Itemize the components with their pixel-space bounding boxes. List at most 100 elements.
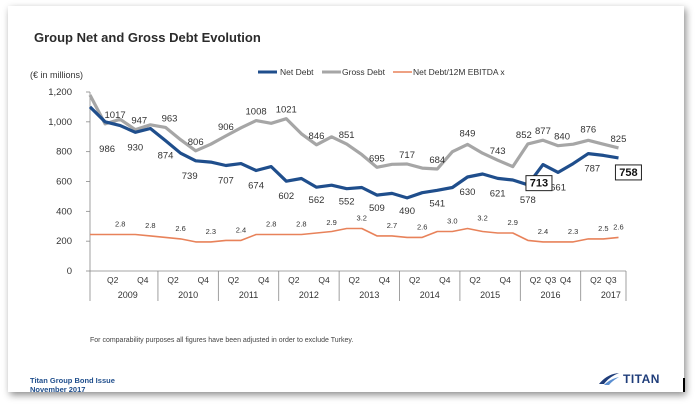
chart-data-labels: 986 947 963 806 906 1008 1021 846 851 695 717 684 84… bbox=[99, 105, 642, 236]
net-debt-data-label: 707 bbox=[218, 176, 234, 187]
ratio-data-label: 2.6 bbox=[613, 222, 623, 231]
year-label: 2013 bbox=[359, 290, 379, 300]
x-tick-label: Q4 bbox=[198, 275, 210, 285]
footnote: For comparability purposes all figures h… bbox=[90, 337, 354, 344]
gross-debt-data-label: 1021 bbox=[276, 105, 297, 116]
series-line-net-debt-ebitda bbox=[90, 227, 619, 243]
gross-debt-data-label: 986 bbox=[99, 144, 115, 155]
x-tick-label: Q2 bbox=[590, 275, 602, 285]
x-tick-label: Q4 bbox=[439, 275, 451, 285]
year-label: 2014 bbox=[420, 290, 440, 300]
x-tick-label: Q3 bbox=[605, 275, 617, 285]
gross-debt-data-label: 963 bbox=[162, 113, 178, 124]
x-tick-label: Q2 bbox=[167, 275, 179, 285]
x-tick-label: Q2 bbox=[530, 275, 542, 285]
series-line-gross-debt bbox=[88, 94, 619, 171]
legend-entry: Net Debt bbox=[280, 67, 314, 77]
gross-debt-data-label: 852 bbox=[516, 130, 532, 141]
x-tick-label: Q4 bbox=[560, 275, 572, 285]
x-tick-label: Q2 bbox=[409, 275, 421, 285]
year-label: 2011 bbox=[239, 290, 258, 300]
year-label: 2017 bbox=[601, 290, 621, 300]
gross-debt-data-label: 743 bbox=[490, 146, 506, 157]
boxed-data-label: 713 bbox=[530, 178, 548, 190]
ratio-data-label: 2.9 bbox=[508, 218, 518, 227]
y-axis-label: (€ in millions) bbox=[30, 70, 84, 80]
boxed-label-frame bbox=[614, 164, 642, 181]
x-tick-label: Q2 bbox=[349, 275, 361, 285]
net-debt-data-label: 602 bbox=[278, 191, 294, 202]
net-debt-data-label: 630 bbox=[460, 187, 476, 198]
y-tick-label: 400 bbox=[56, 206, 72, 217]
net-debt-data-label: 674 bbox=[248, 180, 264, 191]
gross-debt-data-label: 846 bbox=[309, 131, 325, 142]
ratio-data-label: 2.3 bbox=[206, 227, 216, 236]
ratio-data-label: 2.4 bbox=[538, 227, 548, 236]
gross-debt-data-label: 876 bbox=[580, 124, 596, 135]
ratio-data-label: 2.3 bbox=[568, 227, 578, 236]
x-tick-label: Q2 bbox=[288, 275, 300, 285]
net-debt-data-label: 787 bbox=[584, 164, 600, 175]
ratio-data-label: 2.6 bbox=[417, 222, 427, 231]
footer-line-1: Titan Group Bond Issue bbox=[30, 376, 115, 385]
net-debt-data-label: 930 bbox=[127, 142, 143, 153]
x-tick-label: Q4 bbox=[318, 275, 330, 285]
logo-text: TITAN bbox=[623, 372, 660, 386]
ratio-data-label: 3.0 bbox=[447, 216, 457, 225]
x-tick-label: Q4 bbox=[258, 275, 270, 285]
net-debt-data-label: 490 bbox=[399, 206, 415, 217]
page-title: Group Net and Gross Debt Evolution bbox=[34, 30, 261, 45]
y-tick-label: 1,200 bbox=[48, 87, 72, 98]
ratio-data-label: 2.8 bbox=[145, 221, 155, 230]
ratio-data-label: 2.6 bbox=[175, 224, 185, 233]
ratio-data-label: 2.8 bbox=[266, 219, 276, 228]
ratio-data-label: 2.4 bbox=[236, 225, 246, 234]
ratio-data-label: 3.2 bbox=[357, 213, 367, 222]
y-tick-label: 600 bbox=[56, 177, 72, 188]
gross-debt-data-label: 849 bbox=[460, 128, 476, 139]
net-debt-data-label: 509 bbox=[369, 203, 385, 214]
year-label: 2012 bbox=[299, 290, 319, 300]
gross-debt-data-label: 684 bbox=[429, 155, 445, 166]
year-label: 2009 bbox=[118, 290, 138, 300]
footer-line-2: November 2017 bbox=[30, 385, 86, 394]
net-debt-data-label: 661 bbox=[550, 182, 566, 193]
year-label: 2015 bbox=[480, 290, 500, 300]
net-debt-data-label: 621 bbox=[490, 188, 506, 199]
net-debt-data-label: 874 bbox=[158, 151, 174, 162]
footer-text: Titan Group Bond Issue November 2017 bbox=[30, 376, 115, 394]
x-tick-label: Q4 bbox=[379, 275, 391, 285]
net-debt-data-label: 739 bbox=[182, 171, 198, 182]
chart-legend: Net Debt Gross Debt Net Debt/12M EBITDA x bbox=[258, 67, 505, 77]
year-label: 2016 bbox=[540, 290, 560, 300]
x-tick-label: Q2 bbox=[107, 275, 119, 285]
gross-debt-data-label: 806 bbox=[188, 137, 204, 148]
year-label: 2010 bbox=[178, 290, 198, 300]
titan-swoosh-icon bbox=[599, 373, 619, 385]
x-tick-label: Q2 bbox=[228, 275, 240, 285]
legend-entry: Gross Debt bbox=[342, 67, 386, 77]
gross-debt-data-label: 840 bbox=[554, 132, 570, 143]
gross-debt-data-label: 877 bbox=[535, 126, 551, 137]
gross-debt-data-label: 695 bbox=[369, 153, 385, 164]
y-tick-label: 200 bbox=[56, 236, 72, 247]
gross-debt-data-label: 1008 bbox=[246, 107, 267, 118]
ratio-data-label: 2.5 bbox=[598, 224, 608, 233]
gross-debt-data-label: 717 bbox=[399, 150, 415, 161]
x-tick-label: Q4 bbox=[137, 275, 149, 285]
edge-rule bbox=[683, 378, 685, 392]
titan-logo: TITAN bbox=[598, 372, 660, 386]
boxed-label-frame bbox=[525, 175, 553, 192]
gross-debt-data-label: 825 bbox=[611, 134, 627, 145]
net-debt-data-label: 562 bbox=[309, 195, 325, 206]
ratio-data-label: 2.8 bbox=[115, 219, 125, 228]
boxed-data-label: 758 bbox=[619, 167, 637, 179]
x-tick-label: Q3 bbox=[545, 275, 557, 285]
y-tick-label: 1,000 bbox=[48, 117, 72, 128]
net-debt-data-label: 578 bbox=[520, 195, 536, 206]
slide: Group Net and Gross Debt Evolution (€ in… bbox=[8, 6, 684, 394]
net-debt-data-label: 1017 bbox=[105, 110, 126, 121]
legend-entry: Net Debt/12M EBITDA x bbox=[413, 67, 505, 77]
